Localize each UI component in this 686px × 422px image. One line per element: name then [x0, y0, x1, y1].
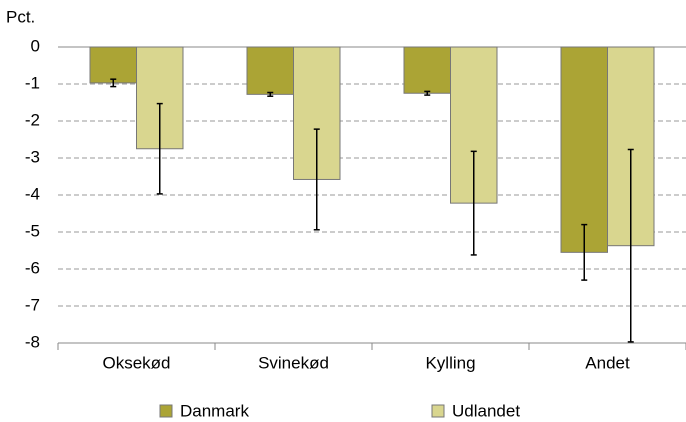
bar — [560, 46, 608, 253]
y-tick-label: 0 — [31, 36, 40, 55]
legend-swatch — [431, 404, 445, 418]
bar — [607, 46, 655, 247]
legend-label: Danmark — [180, 401, 249, 420]
y-tick-label: -1 — [25, 73, 40, 92]
y-tick-label: -3 — [25, 147, 40, 166]
bar — [89, 46, 137, 84]
error-bar — [581, 223, 588, 281]
x-tick-label: Kylling — [425, 353, 475, 372]
y-tick-label: -7 — [25, 295, 40, 314]
error-bar — [110, 78, 117, 88]
bar — [246, 46, 294, 95]
error-bar — [470, 150, 477, 256]
y-tick-label: -5 — [25, 221, 40, 240]
y-tick-label: -4 — [25, 184, 40, 203]
legend-swatch — [159, 404, 173, 418]
x-tick-label: Andet — [585, 353, 630, 372]
error-bar — [267, 91, 274, 97]
y-tick-label: -6 — [25, 258, 40, 277]
y-tick-label: -2 — [25, 110, 40, 129]
legend-label: Udlandet — [452, 401, 520, 420]
y-axis-label: Pct. — [6, 7, 35, 26]
y-tick-label: -8 — [25, 332, 40, 351]
x-tick-label: Svinekød — [258, 353, 329, 372]
error-bar — [156, 102, 163, 195]
bar — [403, 46, 451, 94]
error-bar — [627, 148, 634, 343]
error-bar — [313, 128, 320, 231]
error-bar — [424, 90, 431, 96]
x-tick-label: Oksekød — [102, 353, 170, 372]
